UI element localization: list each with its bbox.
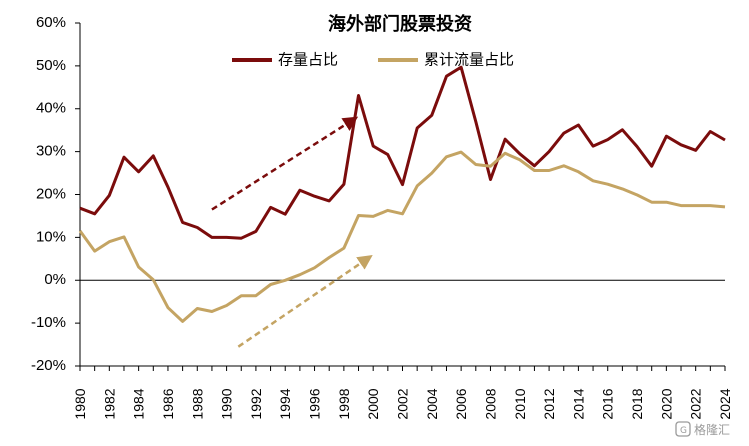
chart-title: 海外部门股票投资 [328,13,472,35]
x-tick-label: 2016 [600,388,616,419]
series-lines [78,65,726,323]
watermark-logo-icon [675,421,691,437]
watermark: G 格隆汇 [675,421,730,437]
series-line-2 [78,150,726,323]
x-tick-label: 2014 [570,388,586,419]
x-tick-label: 2020 [658,388,674,419]
series-line-1 [79,65,726,240]
x-tick-label: 2004 [424,388,440,419]
x-tick-label: 2000 [365,388,381,419]
x-tick-label: 2018 [629,388,645,419]
x-tick-label: 1998 [336,388,352,419]
x-tick-label: 1986 [160,388,176,419]
axes [75,22,726,371]
x-tick-label: 2008 [482,388,498,419]
trend-arrow-2 [237,254,373,348]
y-tick-label: 0% [44,271,66,288]
legend-label-series-1: 存量占比 [278,51,338,69]
x-tick-label: 2024 [717,388,733,419]
watermark-text: 格隆汇 [694,422,730,437]
x-tick-label: 2002 [395,388,411,419]
x-tick-label: 1984 [131,388,147,419]
x-tick-label: 2022 [688,388,704,419]
x-tick-label: 2010 [512,388,528,419]
y-tick-label: 30% [36,143,66,160]
y-tick-label: 10% [36,228,66,245]
y-tick-label: 50% [36,57,66,74]
y-tick-label: 60% [36,14,66,31]
x-tick-label: 2006 [453,388,469,419]
legend: 存量占比 累计流量占比 [232,51,514,69]
x-tick-label: 1996 [307,388,323,419]
watermark-logo-glyph: G [680,426,687,436]
x-tick-label: 1980 [72,388,88,419]
y-tick-label: 20% [36,185,66,202]
trend-arrows [211,116,373,348]
x-tick-label: 1990 [219,388,235,419]
x-axis-tick-labels: 1980 1982 1984 1986 1988 1990 1992 1994 1996 1998… [72,388,733,419]
y-tick-label: -20% [31,357,66,374]
y-tick-label: -10% [31,314,66,331]
x-tick-label: 1988 [189,388,205,419]
x-tick-label: 1982 [101,388,117,419]
legend-label-series-2: 累计流量占比 [424,51,514,69]
x-tick-label: 1992 [248,388,264,419]
x-tick-label: 1994 [277,388,293,419]
y-axis-tick-labels: -20% -10% 0% 10% 20% 30% 40% 50% 60% [31,14,66,374]
y-tick-label: 40% [36,100,66,117]
trend-arrow-1 [211,116,359,211]
x-tick-label: 2012 [541,388,557,419]
